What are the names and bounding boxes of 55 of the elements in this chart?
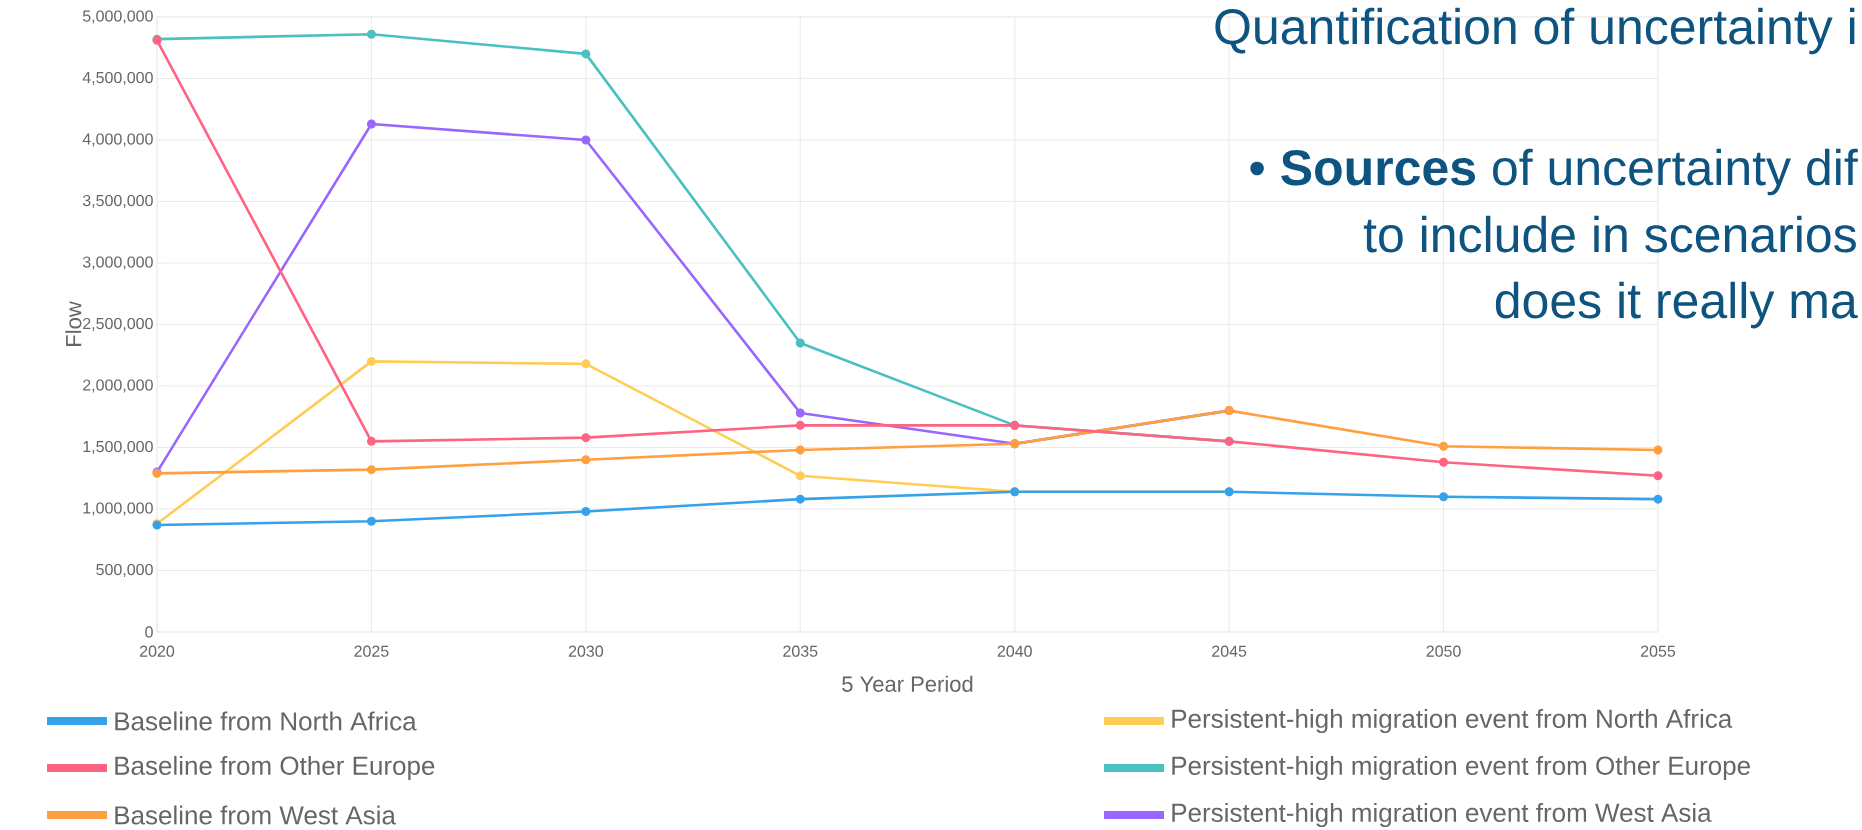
x-tick-label: 2030 [568, 645, 604, 657]
annotation: • Sources of uncertainty dif [1250, 148, 1858, 196]
legend-label: Persistent-high migration event from Other Europe [1172, 755, 1750, 781]
x-tick-label: 2020 [140, 645, 175, 657]
y-tick-label: 2,500,000 [83, 317, 153, 332]
x-tick-label: 2025 [354, 645, 389, 657]
point [1439, 441, 1449, 451]
legend-label: Baseline from Other Europe [115, 755, 435, 781]
annotation: Quantification of uncertainty i [1215, 7, 1855, 55]
y-axis-title: Flow [65, 301, 82, 346]
point [795, 471, 805, 481]
point [795, 445, 805, 455]
y-tick-label: 3,500,000 [82, 194, 153, 209]
x-tick-label: 2040 [997, 645, 1032, 657]
point [1653, 471, 1663, 481]
y-tick-label: 1,500,000 [83, 440, 153, 455]
point [366, 516, 376, 526]
point [1653, 494, 1663, 504]
point [581, 455, 591, 465]
y-tick-label: 1,000,000 [83, 502, 153, 516]
point [366, 356, 376, 366]
legend-label: Baseline from North Africa [115, 711, 417, 731]
annotation: does it really ma [1495, 281, 1858, 329]
y-tick-label: 5,000,000 [82, 10, 153, 24]
point [581, 359, 591, 369]
annotation: to include in scenarios [1363, 215, 1856, 253]
point [366, 29, 376, 39]
x-tick-label: 2035 [783, 645, 818, 657]
x-axis-title: 5 Year Period [842, 675, 973, 692]
point [1439, 457, 1449, 467]
point [795, 494, 805, 504]
legend-label: Baseline from West Asia [115, 805, 396, 825]
y-tick-label: 4,500,000 [82, 71, 153, 86]
point [795, 408, 805, 418]
y-tick-label: 4,000,000 [82, 133, 153, 147]
point [366, 119, 376, 129]
point [581, 506, 591, 516]
x-tick-label: 2045 [1212, 645, 1247, 657]
legend-label: Persistent-high migration event from North Africa [1172, 708, 1733, 734]
point [366, 465, 376, 475]
y-tick-label: 3,000,000 [82, 256, 153, 270]
point [795, 420, 805, 430]
y-tick-label: 2,000,000 [83, 379, 153, 393]
point [366, 436, 376, 446]
y-tick-label: 0 [145, 626, 153, 638]
point [1653, 445, 1663, 455]
point [581, 49, 591, 59]
point [581, 135, 591, 145]
x-tick-label: 2055 [1641, 645, 1676, 657]
point [581, 433, 591, 443]
point [1439, 492, 1449, 502]
y-tick-label: 500,000 [96, 563, 153, 578]
point [795, 338, 805, 348]
legend-label: Persistent-high migration event from West Asia [1172, 802, 1712, 828]
x-tick-label: 2050 [1426, 645, 1461, 657]
